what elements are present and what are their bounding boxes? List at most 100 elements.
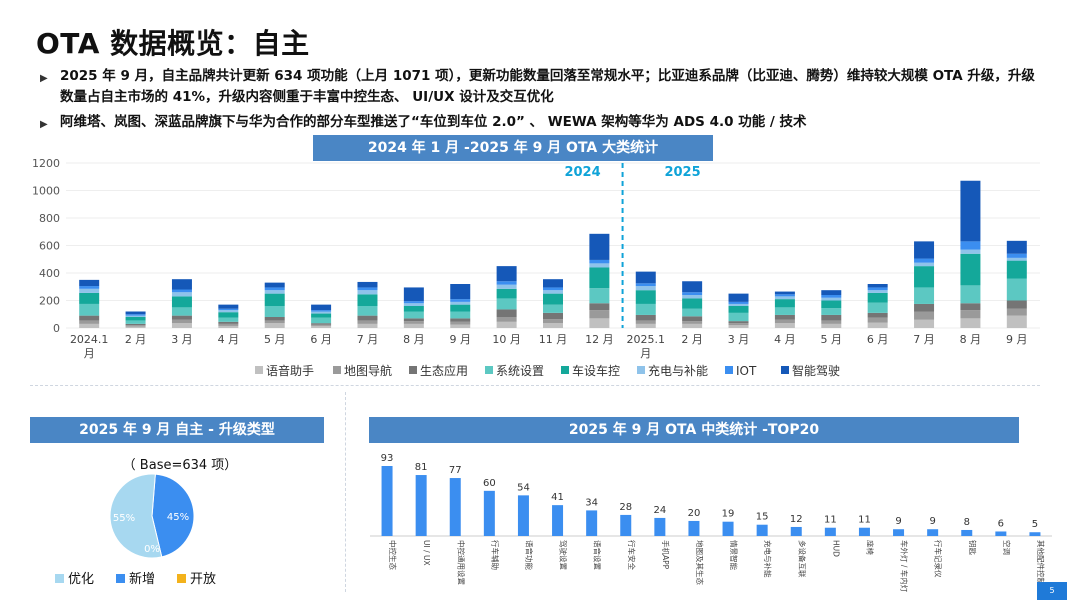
bar-segment (403, 323, 424, 328)
bar-segment (728, 323, 749, 326)
bar-segment (1006, 240, 1027, 254)
bar-segment (867, 290, 888, 293)
bar-segment (450, 321, 471, 325)
bar-segment (589, 310, 610, 319)
bar-segment (79, 288, 100, 293)
bar-segment (450, 324, 471, 328)
pie-legend: 优化 新增 开放 (55, 568, 216, 587)
bar-segment (1006, 257, 1027, 261)
bar-segment (125, 314, 146, 316)
bar-segment (914, 258, 935, 263)
x-category-label: 驾驶设置 (559, 540, 569, 570)
x-tick-label: 3 月 (728, 333, 750, 346)
page-title: OTA 数据概览：自主 (36, 27, 310, 60)
bar-segment (264, 323, 285, 328)
bar-segment (867, 322, 888, 328)
bar-value-label: 11 (824, 515, 837, 526)
legend-swatch (485, 366, 493, 374)
bar-segment (496, 298, 517, 310)
legend-label: IOT (736, 364, 757, 378)
legend-swatch (561, 366, 569, 374)
bar-segment (311, 310, 332, 312)
bullet-text: 阿维塔、岚图、深蓝品牌旗下与华为合作的部分车型推送了“车位到车位 2.0” 、 … (60, 114, 807, 130)
bar-segment (311, 325, 332, 328)
bar-segment (357, 320, 378, 324)
x-tick-label: 2 月 (125, 333, 147, 346)
x-tick-label: 2 月 (681, 333, 703, 346)
bar-segment (79, 315, 100, 321)
x-tick-label: 6 月 (867, 333, 889, 346)
bar-value-label: 41 (551, 492, 564, 503)
bar-segment (589, 288, 610, 304)
bar-segment (125, 325, 146, 327)
bar (586, 510, 598, 536)
bar-value-label: 15 (756, 512, 769, 523)
top20-chart-title: 2025 年 9 月 OTA 中类统计 -TOP20 (369, 417, 1019, 443)
bar-segment (496, 284, 517, 289)
bar-segment (79, 292, 100, 304)
bar-segment (635, 303, 656, 315)
x-tick-label: 9 月 (449, 333, 471, 346)
bar-segment (728, 293, 749, 302)
bar-segment (774, 291, 795, 295)
bar-segment (914, 266, 935, 288)
bar-segment (450, 304, 471, 312)
legend-label: 地图导航 (344, 363, 392, 378)
bar (381, 466, 393, 536)
x-category-label: 多设备互联 (797, 540, 807, 578)
legend-label: 系统设置 (496, 364, 544, 378)
bar (552, 505, 564, 536)
bar-segment (774, 323, 795, 328)
bar-segment (171, 289, 192, 293)
bullet-item: ▶ 2025 年 9 月，自主品牌共计更新 634 项功能（上月 1071 项）… (40, 66, 1040, 108)
bar-segment (450, 299, 471, 302)
bar-segment (450, 311, 471, 319)
bar-segment (1006, 278, 1027, 301)
bar-segment (496, 281, 517, 285)
top20-bar-chart: 93 中控生态 81 UI / UX 77 中控通用设置 60 行车辅助 54 语音功能 41 驾驶设… (370, 453, 1052, 598)
bar-segment (311, 304, 332, 311)
bar-segment (867, 312, 888, 318)
x-tick-label: 8 月 (960, 333, 982, 346)
x-tick-label: 7 月 (913, 333, 935, 346)
bar-segment (171, 279, 192, 290)
x-category-label: 行车记录仪 (934, 540, 944, 578)
bar (756, 524, 768, 536)
bar-value-label: 60 (483, 478, 496, 489)
legend-swatch (725, 366, 733, 374)
x-category-label: 其他配件控制及服务 (1036, 540, 1046, 598)
x-tick-label: 6 月 (310, 333, 332, 346)
bar-segment (125, 323, 146, 326)
bar (790, 526, 802, 536)
year-label-2024: 2024 (564, 165, 600, 180)
bar-segment (171, 292, 192, 297)
bar-segment (543, 323, 563, 328)
legend-label: 充电与补能 (648, 363, 708, 378)
x-category-label: 手机APP (661, 540, 671, 570)
bar-segment (589, 263, 610, 268)
bar-segment (264, 320, 285, 324)
bar-segment (635, 286, 656, 291)
bar-segment (728, 321, 749, 324)
bar-segment (496, 321, 517, 328)
bar-segment (728, 301, 749, 304)
bar-segment (1006, 253, 1027, 258)
bar-segment (867, 292, 888, 303)
bar-segment (311, 311, 332, 314)
monthly-ota-stacked-bar-chart: 0 200 400 600 800 1000 1200 2024.1 月 2 月 3 月 4 月 5 月… (32, 157, 1040, 378)
bar-segment (821, 314, 842, 321)
section-divider-vertical (345, 392, 346, 592)
bar-segment (357, 290, 378, 295)
bar-segment (125, 317, 146, 321)
bar-segment (728, 303, 749, 306)
bar-segment (496, 288, 517, 299)
x-tick-label: 5 月 (821, 333, 843, 346)
bar-segment (682, 321, 703, 324)
bar-segment (403, 306, 424, 312)
bar (824, 527, 836, 536)
year-label-2025: 2025 (664, 165, 700, 180)
bar-segment (821, 308, 842, 315)
x-category-label: 行车安全 (627, 540, 637, 570)
bar (1029, 532, 1041, 536)
bar-segment (496, 266, 517, 282)
